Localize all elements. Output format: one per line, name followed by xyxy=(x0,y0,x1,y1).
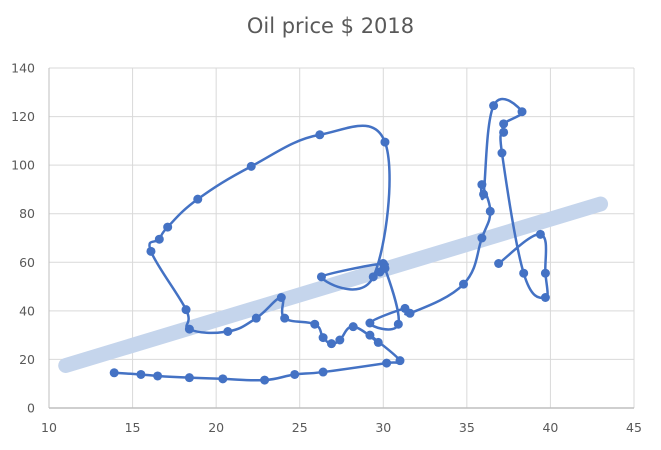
data-point-marker xyxy=(489,101,499,111)
chart-title: Oil price $ 2018 xyxy=(246,14,415,38)
data-point-marker xyxy=(373,337,383,347)
data-point-marker xyxy=(290,369,300,379)
y-tick-label: 20 xyxy=(19,352,35,367)
data-point-marker xyxy=(477,180,487,190)
y-tick-label: 0 xyxy=(27,401,35,416)
x-tick-label: 10 xyxy=(41,420,57,435)
data-point-marker xyxy=(154,234,164,244)
data-point-marker xyxy=(223,327,233,336)
data-point-marker xyxy=(181,305,191,315)
data-point-marker xyxy=(380,263,390,273)
data-point-marker xyxy=(184,373,194,383)
data-point-marker xyxy=(109,368,119,378)
data-point-marker xyxy=(393,319,403,329)
data-point-marker xyxy=(540,268,550,278)
data-point-marker xyxy=(246,161,256,171)
data-point-marker xyxy=(318,333,328,343)
data-point-marker xyxy=(540,293,550,302)
data-point-marker xyxy=(276,293,286,302)
data-point-marker xyxy=(318,367,328,377)
data-point-marker xyxy=(136,369,146,379)
data-point-marker xyxy=(316,272,326,282)
data-point-marker xyxy=(380,137,390,147)
gridlines xyxy=(49,67,635,408)
data-point-marker xyxy=(517,107,527,117)
data-point-marker xyxy=(365,318,375,328)
data-point-marker xyxy=(368,272,378,282)
y-tick-label: 140 xyxy=(11,61,35,76)
axes xyxy=(48,68,634,409)
data-point-marker xyxy=(494,259,504,268)
data-point-marker xyxy=(335,335,345,345)
data-point-marker xyxy=(326,339,336,349)
data-point-marker xyxy=(280,313,290,323)
data-point-marker xyxy=(348,322,358,332)
data-point-marker xyxy=(260,375,270,385)
data-point-marker xyxy=(497,148,507,158)
data-point-marker xyxy=(146,246,156,256)
data-point-marker xyxy=(477,233,487,243)
y-tick-label: 120 xyxy=(11,109,35,124)
y-tick-label: 40 xyxy=(19,303,35,318)
y-axis-tick-labels: 0 20 40 60 80 100 120 140 xyxy=(11,61,35,416)
data-point-marker xyxy=(535,229,545,239)
y-tick-label: 60 xyxy=(19,255,35,270)
data-point-marker xyxy=(499,119,509,129)
data-point-marker xyxy=(479,189,489,199)
x-tick-label: 25 xyxy=(292,420,308,435)
data-point-marker xyxy=(184,324,194,334)
data-point-marker xyxy=(163,222,173,232)
data-point-marker xyxy=(193,194,203,204)
x-axis-tick-labels: 10 15 20 25 30 35 40 45 xyxy=(41,420,642,435)
x-tick-label: 15 xyxy=(125,420,141,435)
x-tick-label: 35 xyxy=(459,420,475,435)
data-point-marker xyxy=(405,308,415,318)
data-point-marker xyxy=(519,268,529,278)
x-tick-label: 45 xyxy=(626,420,642,435)
data-point-marker xyxy=(485,206,495,216)
x-tick-label: 40 xyxy=(542,420,558,435)
y-tick-label: 100 xyxy=(11,158,35,173)
data-point-marker xyxy=(315,130,325,140)
data-point-marker xyxy=(395,356,405,366)
data-point-marker xyxy=(218,374,228,384)
data-point-marker xyxy=(251,313,261,323)
data-series xyxy=(109,97,550,385)
y-tick-label: 80 xyxy=(19,206,35,221)
x-tick-label: 20 xyxy=(208,420,224,435)
data-point-marker xyxy=(310,319,320,329)
data-point-marker xyxy=(459,279,469,289)
data-point-marker xyxy=(365,330,375,340)
data-point-marker xyxy=(499,127,509,137)
data-point-marker xyxy=(382,358,392,368)
x-tick-label: 30 xyxy=(375,420,391,435)
data-point-marker xyxy=(153,371,163,381)
